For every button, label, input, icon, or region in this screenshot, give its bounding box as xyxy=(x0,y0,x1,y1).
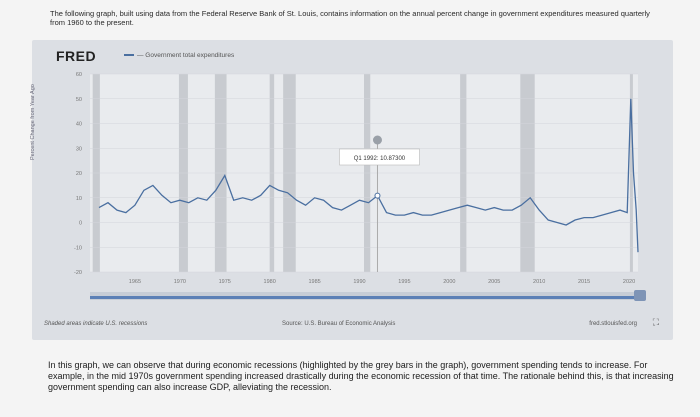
y-tick-label: -20 xyxy=(74,270,82,276)
x-tick-label: 2005 xyxy=(488,279,500,285)
recession-note: Shaded areas indicate U.S. recessions xyxy=(44,321,147,327)
fred-chart-card: FRED — Government total expenditures Per… xyxy=(32,40,673,340)
x-tick-label: 1995 xyxy=(398,279,410,285)
x-tick-label: 1965 xyxy=(129,279,141,285)
x-tick-label: 1970 xyxy=(174,279,186,285)
x-tick-label: 2010 xyxy=(533,279,545,285)
fred-site-link[interactable]: fred.stlouisfed.org xyxy=(589,321,637,327)
expand-icon[interactable]: ⛶ xyxy=(653,317,659,328)
tooltip-text: Q1 1992: 10.87300 xyxy=(354,156,406,162)
range-handle xyxy=(634,290,646,301)
y-tick-label: 50 xyxy=(76,97,82,103)
x-tick-label: 1975 xyxy=(219,279,231,285)
x-tick-label: 2000 xyxy=(443,279,455,285)
x-tick-label: 2020 xyxy=(623,279,635,285)
y-tick-label: 30 xyxy=(76,146,82,152)
x-tick-label: 1990 xyxy=(353,279,365,285)
expenditure-line-chart[interactable]: -20 -10 0 10 20 30 40 50 60 1965 1970 1975 1980 1985 1… xyxy=(32,40,673,320)
highlight-point xyxy=(375,193,380,198)
x-tick-label: 2015 xyxy=(578,279,590,285)
intro-paragraph: The following graph, built using data fr… xyxy=(50,9,650,27)
y-tick-label: 10 xyxy=(76,196,82,202)
x-tick-label: 1980 xyxy=(264,279,276,285)
y-tick-label: 20 xyxy=(76,171,82,177)
x-tick-label: 1985 xyxy=(308,279,320,285)
source-note: Source: U.S. Bureau of Economic Analysis xyxy=(282,321,395,327)
y-tick-label: 40 xyxy=(76,122,82,128)
conclusion-paragraph: In this graph, we can observe that durin… xyxy=(48,360,678,393)
y-tick-label: 0 xyxy=(79,221,82,227)
highlight-handle xyxy=(373,136,382,145)
y-tick-label: -10 xyxy=(74,245,82,251)
y-tick-label: 60 xyxy=(76,72,82,78)
range-selector-fill xyxy=(90,296,638,299)
